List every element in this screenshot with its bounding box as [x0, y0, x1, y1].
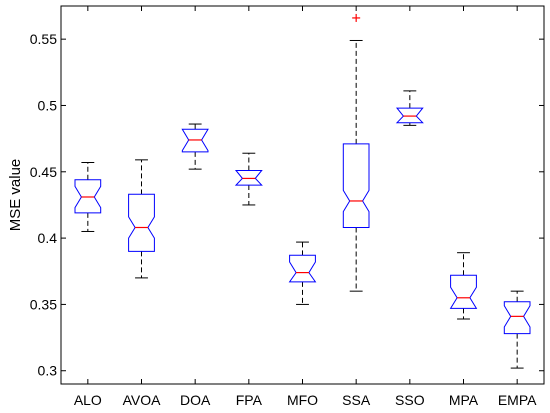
box-doa: [181, 123, 209, 170]
x-tick-label: AVOA: [123, 392, 162, 408]
box-body: [288, 254, 317, 283]
y-tick-label: 0.35: [30, 296, 57, 312]
box-ssa: [342, 13, 370, 292]
y-axis-label: MSE value: [7, 159, 24, 232]
x-tick-label: ALO: [74, 392, 102, 408]
box-body: [74, 179, 102, 214]
box-alo: [74, 162, 102, 232]
box-body: [503, 301, 531, 335]
box-mpa: [449, 252, 478, 320]
y-tick-label: 0.3: [38, 363, 58, 379]
box-empa: [503, 290, 531, 369]
y-tick-label: 0.4: [38, 230, 58, 246]
x-tick-label: FPA: [236, 392, 263, 408]
x-tick-label: MPA: [449, 392, 479, 408]
y-tick-label: 0.55: [30, 31, 57, 47]
x-axis: ALO AVOA DOA FPA MFO SSA SSO MPA EMPA: [74, 6, 537, 408]
outlier-marker: [352, 13, 361, 22]
box-sso: [395, 90, 424, 126]
box-marks: [74, 13, 531, 369]
x-tick-label: MFO: [287, 392, 318, 408]
y-tick-label: 0.45: [30, 164, 57, 180]
y-axis: 0.3 0.35 0.4 0.45 0.5 0.55: [30, 31, 544, 379]
x-tick-label: EMPA: [498, 392, 537, 408]
box-body: [449, 274, 478, 309]
x-tick-label: SSA: [342, 392, 371, 408]
box-mfo: [288, 241, 317, 305]
x-tick-label: DOA: [180, 392, 211, 408]
x-tick-label: SSO: [395, 392, 425, 408]
box-fpa: [234, 152, 263, 206]
box-body: [342, 143, 370, 228]
box-body: [128, 193, 155, 252]
y-tick-label: 0.5: [38, 97, 58, 113]
box-avoa: [128, 159, 155, 279]
box-body: [181, 128, 209, 153]
